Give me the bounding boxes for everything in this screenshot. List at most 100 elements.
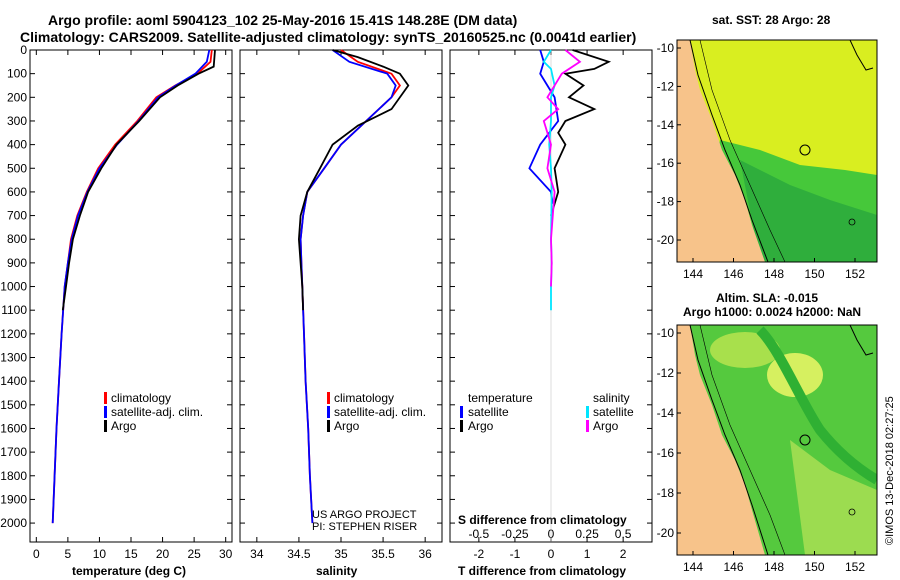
salinity-axis-label: salinity bbox=[316, 564, 358, 578]
temperature-panel-frame bbox=[29, 49, 233, 543]
sst-map-coastline bbox=[689, 40, 769, 262]
sla-map-land bbox=[677, 325, 765, 555]
x-tick-label: 1 bbox=[584, 547, 591, 561]
depth-tick-label: 2000 bbox=[0, 516, 27, 530]
x-tick-label: 34 bbox=[250, 547, 264, 561]
sst-map-land bbox=[677, 40, 765, 262]
sla-map-frame bbox=[676, 324, 878, 556]
x-tick-label: 10 bbox=[93, 547, 107, 561]
x-tick-label: 35 bbox=[334, 547, 348, 561]
t-difference-axis-label: T difference from climatology bbox=[458, 564, 626, 578]
depth-tick-label: 1800 bbox=[0, 469, 27, 483]
sal-legend-satellite-label: satellite-adj. clim. bbox=[334, 405, 426, 419]
diff-legend-s-satellite-label: satellite bbox=[593, 405, 634, 419]
credit-line-1: US ARGO PROJECT bbox=[312, 509, 417, 521]
diff-legend-t-argo-marker bbox=[460, 420, 463, 432]
map-lat-tick-label: -12 bbox=[657, 79, 675, 93]
map-lon-tick-label: 144 bbox=[683, 560, 703, 574]
map-lon-tick-label: 152 bbox=[845, 267, 865, 281]
sla-map-southern-anomaly bbox=[790, 440, 877, 555]
x-tick-label: 0 bbox=[33, 547, 40, 561]
depth-tick-label: 200 bbox=[7, 90, 27, 104]
sst-map-cooler-region bbox=[740, 160, 877, 262]
map-lat-tick-label: -20 bbox=[657, 233, 675, 247]
depth-tick-label: 1400 bbox=[0, 374, 27, 388]
map-tick-labels: -10 -12 -14 -16 -18 -20 144 146 148 150 152 -10 -12 -… bbox=[657, 41, 866, 574]
x-tick-label: 25 bbox=[187, 547, 201, 561]
difference-legend: temperature satellite Argo salinity sate… bbox=[460, 391, 634, 433]
depth-tick-label: 500 bbox=[7, 161, 27, 175]
s-diff-tick-label: -0.5 bbox=[469, 527, 490, 541]
sst-map-isobath bbox=[699, 40, 786, 262]
depth-tick-label: 1100 bbox=[1, 303, 27, 317]
diff-legend-s-argo-marker bbox=[586, 420, 589, 432]
depth-tick-label: 0 bbox=[20, 43, 27, 57]
sal-legend-satellite-marker bbox=[327, 406, 330, 418]
sal-legend-climatology-marker bbox=[327, 392, 330, 404]
temperature-panel bbox=[29, 49, 233, 543]
sla-map-small-marker bbox=[848, 508, 856, 516]
sla-map-coastline bbox=[689, 325, 769, 555]
x-tick-label: 15 bbox=[124, 547, 138, 561]
legend-argo-label: Argo bbox=[111, 419, 137, 433]
temperature-axis-label: temperature (deg C) bbox=[72, 564, 186, 578]
x-tick-label: 30 bbox=[219, 547, 233, 561]
depth-tick-label: 700 bbox=[7, 209, 27, 223]
sst-map-frame bbox=[676, 39, 878, 263]
map-lat-tick-label: -20 bbox=[657, 526, 675, 540]
map-lon-tick-label: 152 bbox=[845, 560, 865, 574]
salinity-panel-frame bbox=[239, 49, 443, 543]
depth-tick-label: 900 bbox=[7, 256, 27, 270]
x-tick-label: -2 bbox=[474, 547, 485, 561]
depth-tick-label: 400 bbox=[7, 138, 27, 152]
series-satellite-adj-clim bbox=[51, 49, 211, 524]
depth-tick-label: 1600 bbox=[0, 421, 27, 435]
x-tick-label: 20 bbox=[156, 547, 170, 561]
diff-legend-t-argo-label: Argo bbox=[468, 419, 494, 433]
legend-argo-marker bbox=[104, 420, 107, 432]
map-lat-tick-label: -10 bbox=[657, 41, 675, 55]
depth-tick-label: 1700 bbox=[0, 445, 27, 459]
depth-tick-label: 1500 bbox=[0, 398, 27, 412]
legend-climatology-marker bbox=[104, 392, 107, 404]
depth-tick-label: 1900 bbox=[0, 492, 27, 506]
depth-tick-label: 800 bbox=[7, 232, 27, 246]
series-layer bbox=[51, 49, 612, 542]
temperature-legend: climatology satellite-adj. clim. Argo bbox=[104, 391, 203, 433]
map-lat-tick-label: -16 bbox=[657, 446, 675, 460]
map-lon-tick-label: 146 bbox=[723, 267, 743, 281]
x-tick-label: 35.5 bbox=[371, 547, 395, 561]
x-tick-label: 36 bbox=[418, 547, 432, 561]
diff-legend-s-satellite-marker bbox=[586, 406, 589, 418]
sla-map-argo-marker bbox=[799, 434, 811, 446]
sal-legend-climatology-label: climatology bbox=[334, 391, 394, 405]
map-lat-tick-label: -10 bbox=[657, 326, 675, 340]
credit-line-2: PI: STEPHEN RISER bbox=[312, 521, 417, 533]
depth-tick-label: 100 bbox=[7, 67, 27, 81]
map-lat-tick-label: -12 bbox=[657, 366, 675, 380]
sla-map bbox=[676, 324, 878, 556]
s-difference-title: S difference from climatology bbox=[458, 513, 627, 527]
map-lon-tick-label: 150 bbox=[804, 267, 824, 281]
map-lat-tick-label: -16 bbox=[657, 156, 675, 170]
sst-map-png-coast bbox=[849, 40, 874, 71]
legend-climatology-label: climatology bbox=[111, 391, 171, 405]
series-temperature-argo bbox=[550, 49, 612, 216]
map-lat-tick-label: -14 bbox=[657, 406, 675, 420]
imos-footer: ©IMOS 13-Dec-2018 02:27:25 bbox=[884, 396, 896, 545]
bottom-map-title-1: Altim. SLA: -0.015 bbox=[716, 291, 818, 305]
x-tick-label: 2 bbox=[620, 547, 627, 561]
depth-tick-label: 1000 bbox=[0, 280, 27, 294]
diff-legend-s-argo-label: Argo bbox=[593, 419, 619, 433]
legend-satellite-label: satellite-adj. clim. bbox=[111, 405, 203, 419]
x-tick-label: 34.5 bbox=[287, 547, 311, 561]
sla-map-png-coast bbox=[849, 325, 874, 356]
s-diff-tick-label: 0.5 bbox=[615, 527, 632, 541]
depth-tick-label: 600 bbox=[7, 185, 27, 199]
sal-legend-argo-marker bbox=[327, 420, 330, 432]
map-lon-tick-label: 148 bbox=[764, 267, 784, 281]
depth-tick-label: 1300 bbox=[0, 351, 27, 365]
sla-map-mid-anomaly bbox=[710, 332, 780, 368]
map-lat-tick-label: -14 bbox=[657, 118, 675, 132]
x-tick-labels: 0 5 10 15 20 25 30 34 34.5 35 35.5 36 -2 -1 0 1 2 bbox=[33, 50, 627, 561]
